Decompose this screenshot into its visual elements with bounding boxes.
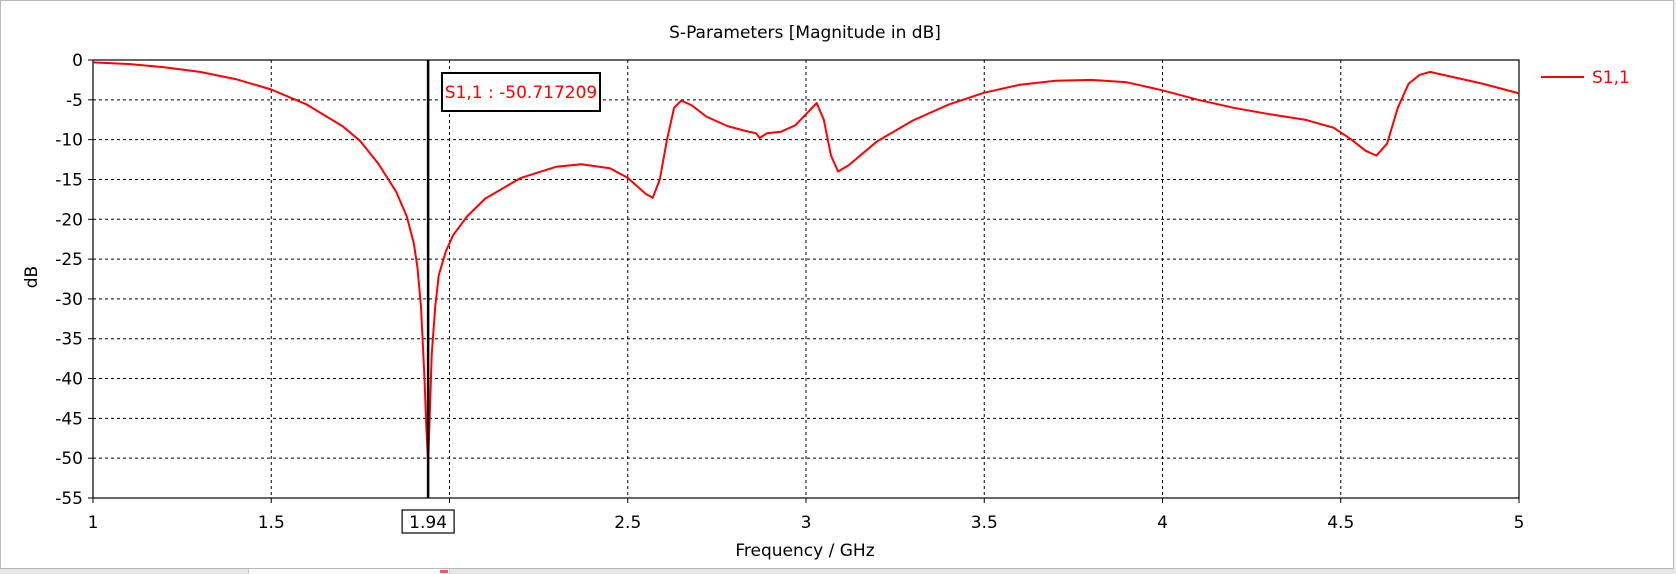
y-tick-label: -45 [55,409,83,429]
bottom-tab[interactable] [248,569,450,574]
y-tick-label: -50 [55,449,83,469]
x-tick-label: 3.5 [971,513,998,533]
marker-x-label: 1.94 [409,513,447,533]
y-tick-label: -55 [55,489,83,509]
y-tick-label: 0 [72,51,83,71]
legend-label: S1,1 [1592,68,1630,88]
y-axis-label: dB [22,266,42,288]
y-tick-label: -20 [55,210,83,230]
grid-lines [93,60,1519,498]
x-tick-label: 1 [88,513,99,533]
axis-ticks: 1 1.5 2.5 3 3.5 4 4.5 5 0 -5 -10 -15 -20 -25 -30 -35 -40… [55,51,1524,533]
x-tick-label: 1.5 [258,513,285,533]
x-tick-label: 4 [1157,513,1168,533]
marker-annotation-box [441,72,601,112]
legend: S1,1 [1541,68,1630,88]
marker-layer[interactable]: 1.94 S1,1 : -50.717209 [401,60,601,534]
x-tick-label: 4.5 [1327,513,1354,533]
tab-indicator-icon [440,570,448,573]
series-line-s11 [92,61,1520,465]
x-tick-label: 2.5 [614,513,641,533]
series-layer [92,61,1520,465]
y-tick-label: -35 [55,330,83,350]
x-tick-label: 5 [1514,513,1525,533]
y-tick-label: -10 [55,131,83,151]
bottom-tab-strip [0,569,1676,574]
y-tick-label: -5 [66,91,83,111]
x-tick-label: 3 [801,513,812,533]
marker-x-label-box [401,509,455,534]
chart-title: S-Parameters [Magnitude in dB] [669,23,941,43]
y-tick-label: -40 [55,370,83,390]
x-axis-label: Frequency / GHz [735,541,874,561]
y-tick-label: -25 [55,250,83,270]
y-tick-label: -15 [55,170,83,190]
y-tick-label: -30 [55,290,83,310]
marker-annotation-text: S1,1 : -50.717209 [445,83,597,103]
